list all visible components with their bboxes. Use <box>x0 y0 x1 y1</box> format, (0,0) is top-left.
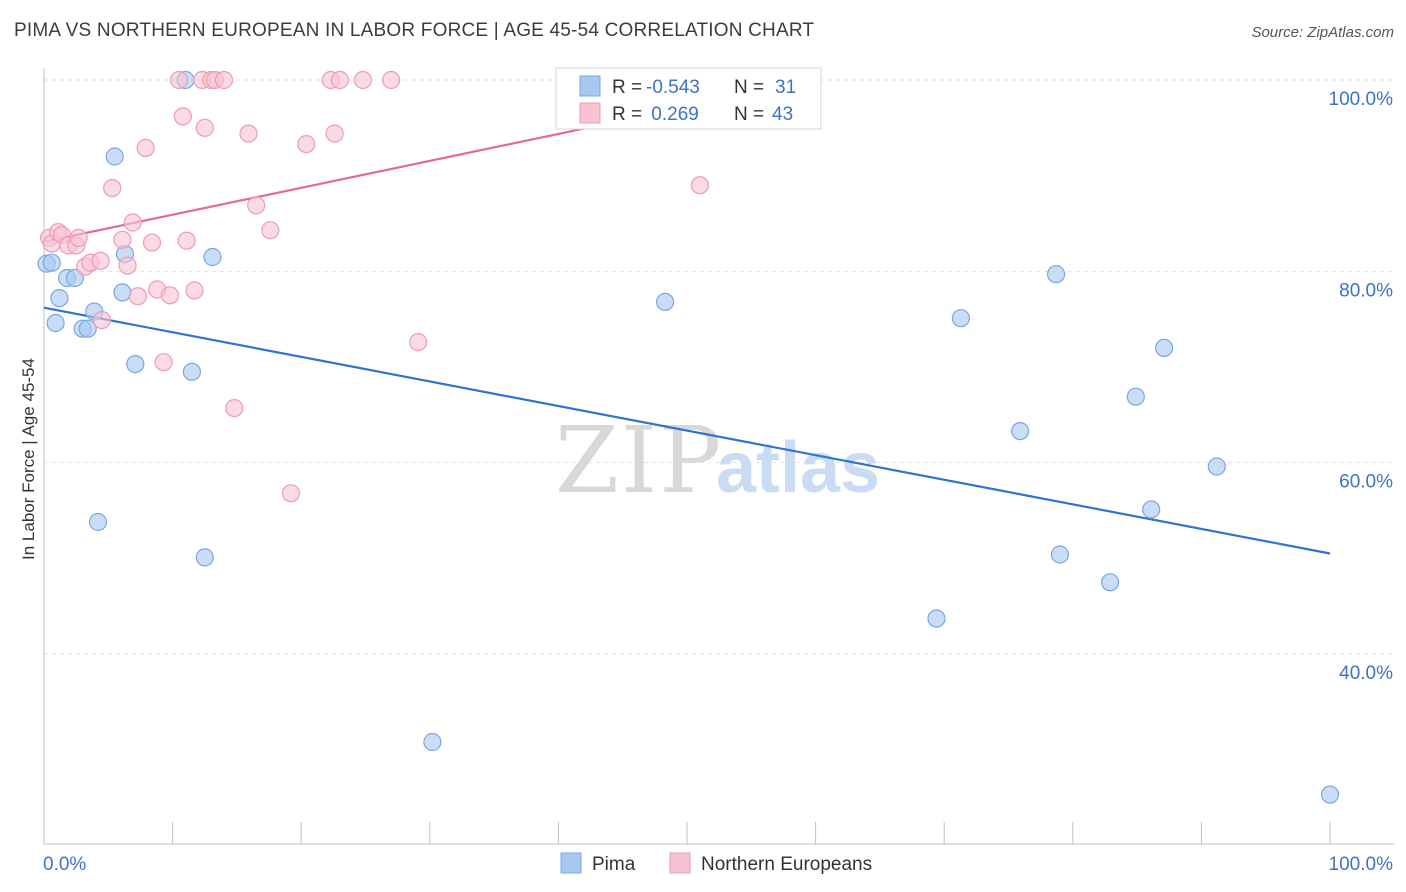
data-point-pima <box>1100 573 1120 592</box>
legend: R = -0.543 N = 31 R = 0.269 N = 43 <box>555 67 822 130</box>
data-point-northern-europeans <box>118 256 137 275</box>
y-tick-label: 60.0% <box>1339 472 1393 493</box>
legend-r-value: 0.269 <box>646 104 699 125</box>
data-point-pima <box>655 292 675 311</box>
x-tick-label: 0.0% <box>43 854 86 875</box>
legend-n-label: N = <box>734 104 764 125</box>
watermark: ZIP atlas <box>555 407 880 514</box>
data-point-northern-europeans <box>169 70 189 90</box>
data-point-northern-europeans <box>225 399 244 418</box>
y-tick-label: 80.0% <box>1339 280 1393 301</box>
legend-n-value: 31 <box>775 77 796 98</box>
legend-r-value: -0.543 <box>646 77 700 98</box>
data-point-northern-europeans <box>173 107 192 126</box>
chart-source: Source: ZipAtlas.com <box>1251 24 1394 41</box>
data-point-northern-europeans <box>185 281 204 300</box>
data-point-pima <box>182 362 201 381</box>
data-point-pima <box>42 253 61 272</box>
data-point-pima <box>113 283 132 302</box>
data-point-northern-europeans <box>261 221 280 240</box>
bottom-legend-label-pima: Pima <box>592 854 636 875</box>
legend-swatch-northern-europeans <box>579 102 601 124</box>
data-point-pima <box>1050 545 1070 564</box>
data-point-northern-europeans <box>281 484 300 503</box>
data-point-northern-europeans <box>195 118 214 137</box>
data-point-pima <box>1010 422 1030 441</box>
data-point-northern-europeans <box>330 70 349 90</box>
legend-r-label: R = <box>612 77 642 98</box>
data-point-northern-europeans <box>382 70 401 90</box>
data-point-pima <box>88 512 108 532</box>
legend-r-label: R = <box>612 104 642 125</box>
axes <box>43 68 1394 845</box>
data-point-northern-europeans <box>91 251 110 270</box>
data-point-northern-europeans <box>690 176 710 195</box>
data-point-pima <box>50 289 69 308</box>
bottom-legend: Pima Northern Europeans <box>560 852 872 875</box>
y-tick-labels: 40.0% 60.0% 80.0% 100.0% <box>1329 89 1394 684</box>
data-point-northern-europeans <box>136 138 155 157</box>
bottom-legend-swatch-pima <box>560 852 582 874</box>
data-point-northern-europeans <box>92 311 112 330</box>
data-point-pima <box>951 309 971 328</box>
data-point-pima <box>126 355 145 374</box>
data-point-pima <box>1142 500 1161 519</box>
data-point-pima <box>1320 785 1340 804</box>
data-point-pima <box>203 247 222 267</box>
trend-line-pima <box>43 306 1331 555</box>
data-point-northern-europeans <box>123 213 142 232</box>
data-point-pima <box>46 313 65 333</box>
data-point-northern-europeans <box>247 196 266 215</box>
data-point-pima <box>1046 265 1066 284</box>
bottom-legend-swatch-northern-europeans <box>669 852 691 874</box>
data-point-pima <box>1207 457 1226 476</box>
data-point-northern-europeans <box>128 287 147 306</box>
y-tick-label: 100.0% <box>1329 89 1394 110</box>
data-point-northern-europeans <box>177 231 196 250</box>
y-axis-label: In Labor Force | Age 45-54 <box>19 358 38 560</box>
legend-n-value: 43 <box>772 104 793 125</box>
data-point-northern-europeans <box>297 135 316 154</box>
x-tick-labels: 0.0% 100.0% <box>43 854 1393 875</box>
legend-swatch-pima <box>579 75 601 97</box>
data-point-northern-europeans <box>113 230 132 249</box>
bottom-legend-label-northern-europeans: Northern Europeans <box>701 854 872 875</box>
data-point-pima <box>1154 338 1174 357</box>
data-point-northern-europeans <box>239 124 258 143</box>
data-point-pima <box>65 268 85 288</box>
data-point-northern-europeans <box>69 228 88 247</box>
x-tick-label: 100.0% <box>1329 854 1394 875</box>
data-point-pima <box>195 548 214 567</box>
watermark-zip: ZIP <box>555 407 723 514</box>
grid-lines <box>44 79 1394 655</box>
data-point-northern-europeans <box>142 233 162 252</box>
data-point-pima <box>1126 387 1145 406</box>
data-point-northern-europeans <box>325 124 344 143</box>
data-point-pima <box>105 147 124 166</box>
data-point-northern-europeans <box>214 70 234 90</box>
data-point-northern-europeans <box>103 179 122 198</box>
data-point-northern-europeans <box>154 353 173 372</box>
data-point-northern-europeans <box>409 333 428 352</box>
data-point-pima <box>78 319 97 338</box>
chart-title: PIMA VS NORTHERN EUROPEAN IN LABOR FORCE… <box>14 20 815 41</box>
y-tick-label: 40.0% <box>1339 663 1393 684</box>
data-point-pima <box>927 609 946 628</box>
data-point-pima <box>423 732 442 752</box>
data-point-northern-europeans <box>353 70 372 90</box>
data-point-northern-europeans <box>160 286 180 305</box>
legend-n-label: N = <box>734 77 764 98</box>
data-points <box>37 70 1340 804</box>
